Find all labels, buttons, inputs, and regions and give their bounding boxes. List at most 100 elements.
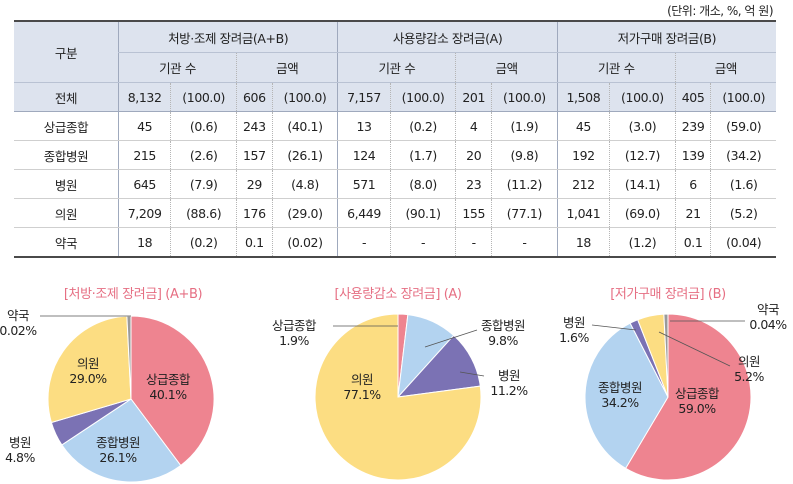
chart-title: [사용량감소 장려금] (A) <box>334 287 461 302</box>
table-cell: (4.8) <box>271 169 338 199</box>
table-cell: 645 <box>117 169 171 199</box>
table-cell: 45 <box>117 111 171 141</box>
group-header-b: 저가구매 장려금(B) <box>556 21 776 53</box>
table-cell: 157 <box>236 140 273 170</box>
slice-category-label: 병원 <box>9 435 31 450</box>
slice-category-label: 상급종합 <box>675 386 720 401</box>
slice-value-label: 29.0% <box>69 371 107 386</box>
table-cell: (100.0) <box>271 82 338 112</box>
chart-title: [처방·조제 장려금] (A+B) <box>64 287 202 302</box>
table-cell: 18 <box>556 227 610 258</box>
slice-value-label: 0.04% <box>749 317 787 332</box>
subheader-count: 기관 수 <box>556 52 676 83</box>
table-cell: - <box>337 227 391 258</box>
slice-value-label: 11.2% <box>490 383 528 398</box>
table-cell: 7,209 <box>117 198 171 228</box>
table-cell: 243 <box>236 111 273 141</box>
table-cell: 0.1 <box>674 227 711 258</box>
subheader-amount: 금액 <box>236 52 338 83</box>
table-cell: (1.9) <box>491 111 558 141</box>
table-cell: (69.0) <box>609 198 676 228</box>
table-cell: 124 <box>337 140 391 170</box>
table-cell: 45 <box>556 111 610 141</box>
table-cell: (0.04) <box>710 227 776 258</box>
table-cell: 8,132 <box>117 82 171 112</box>
subheader-count: 기관 수 <box>337 52 456 83</box>
slice-value-label: 77.1% <box>343 387 381 402</box>
table-cell: (77.1) <box>491 198 558 228</box>
table-cell: - <box>389 227 456 258</box>
subheader-amount: 금액 <box>674 52 776 83</box>
table-cell: (2.6) <box>170 140 237 170</box>
table-cell: 6 <box>674 169 711 199</box>
table-cell: 1,508 <box>556 82 610 112</box>
slice-category-label: 병원 <box>563 315 585 330</box>
slice-category-label: 상급종합 <box>272 318 317 333</box>
table-cell: 18 <box>117 227 171 258</box>
table-cell: (7.9) <box>170 169 237 199</box>
row-label: 병원 <box>14 169 119 199</box>
table-cell: (29.0) <box>271 198 338 228</box>
table-cell: 139 <box>674 140 711 170</box>
unit-note: (단위: 개소, %, 억 원) <box>667 4 773 18</box>
table-cell: 1,041 <box>556 198 610 228</box>
table-cell: 606 <box>236 82 273 112</box>
slice-category-label: 의원 <box>738 354 760 369</box>
slice-category-label: 종합병원 <box>96 435 140 450</box>
table-cell: (100.0) <box>609 82 676 112</box>
table-cell: (12.7) <box>609 140 676 170</box>
pie-slice-상급종합 <box>130 315 215 467</box>
table-cell: (1.6) <box>710 169 776 199</box>
table-cell: 405 <box>674 82 711 112</box>
leader-line <box>424 329 478 348</box>
chart-title: [저가구매 장려금] (B) <box>610 287 726 302</box>
slice-category-label: 상급종합 <box>146 372 191 387</box>
table-cell: 192 <box>556 140 610 170</box>
table-cell: (0.02) <box>271 227 338 258</box>
table-cell: 155 <box>455 198 492 228</box>
table-cell: (59.0) <box>710 111 776 141</box>
table-cell: (1.7) <box>389 140 456 170</box>
table-cell: (100.0) <box>491 82 558 112</box>
group-header-a: 사용량감소 장려금(A) <box>337 21 558 53</box>
table-cell: (0.2) <box>389 111 456 141</box>
slice-value-label: 59.0% <box>678 401 716 416</box>
slice-category-label: 약국 <box>757 302 779 317</box>
table-cell: 215 <box>117 140 171 170</box>
slice-value-label: 0.02% <box>0 323 37 338</box>
table-row: 전체 8,132 (100.0) 606 (100.0) 7,157 (100.0) 201(… <box>14 82 776 112</box>
subheader-count: 기관 수 <box>117 52 237 83</box>
slice-category-label: 약국 <box>7 308 29 323</box>
table-cell: 20 <box>455 140 492 170</box>
table-cell: (88.6) <box>170 198 237 228</box>
table-cell: 176 <box>236 198 273 228</box>
table-cell: (40.1) <box>271 111 338 141</box>
pie-slice-의원 <box>47 315 132 424</box>
table-cell: 29 <box>236 169 273 199</box>
slice-value-label: 1.9% <box>279 333 309 348</box>
table-row: 상급종합 45 (0.6) 243 (40.1) 13 (0.2) 4 (1.9) 45 (3.0)… <box>14 111 776 141</box>
table-cell: 4 <box>455 111 492 141</box>
table-cell: 201 <box>455 82 492 112</box>
leader-line <box>459 371 485 377</box>
incentive-stats-table: 구분 처방·조제 장려금(A+B) 사용량감소 장려금(A) 저가구매 장려금(… <box>14 20 776 258</box>
row-label: 의원 <box>14 198 119 228</box>
table-cell: 13 <box>337 111 391 141</box>
slice-value-label: 40.1% <box>149 387 187 402</box>
table-cell: (8.0) <box>389 169 456 199</box>
table-cell: 212 <box>556 169 610 199</box>
pie-slice-종합병원 <box>61 398 182 483</box>
leader-line <box>591 324 637 331</box>
table-cell: (34.2) <box>710 140 776 170</box>
row-label: 약국 <box>14 227 119 258</box>
table-cell: (100.0) <box>170 82 237 112</box>
slice-category-label: 종합병원 <box>598 380 642 395</box>
slice-category-label: 병원 <box>498 368 520 383</box>
pie-slice-상급종합 <box>624 313 752 481</box>
table-cell: (0.6) <box>170 111 237 141</box>
table-cell: (9.8) <box>491 140 558 170</box>
slice-category-label: 종합병원 <box>481 318 525 333</box>
